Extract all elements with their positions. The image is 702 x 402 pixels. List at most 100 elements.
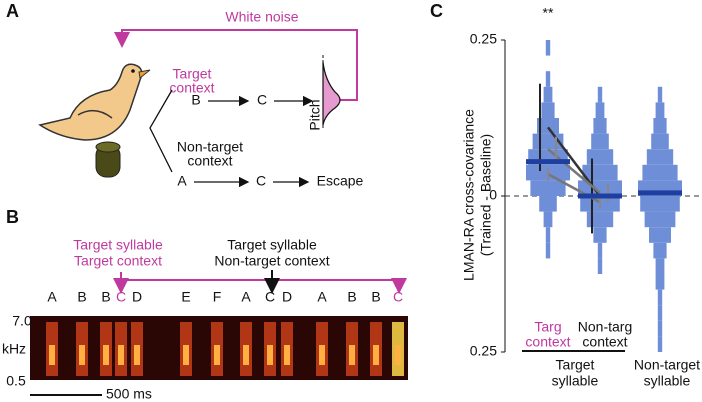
noise-loop: [114, 29, 358, 101]
freq-label: 7.0: [12, 313, 32, 329]
freq-label: 0.5: [6, 373, 26, 389]
category-label: Non-targ: [578, 319, 632, 335]
target-context: context: [169, 80, 214, 96]
nontarget-label: Target syllable: [227, 237, 317, 253]
syllable-harmonic: [284, 345, 290, 365]
syllable-harmonic: [243, 345, 249, 365]
histogram-bar: [593, 227, 607, 243]
syllable: B: [347, 289, 356, 305]
plot: 0.2500.25TargcontextNon-targcontextNon-t…: [470, 31, 700, 389]
y-axis-label: LMAN-RA cross-covariance: [461, 109, 477, 281]
category-label: syllable: [644, 373, 691, 389]
syllable-harmonic: [49, 345, 55, 365]
syllable-harmonic: [373, 345, 379, 365]
syllable: D: [282, 289, 292, 305]
histogram-bar: [597, 258, 603, 274]
syllable: C: [265, 289, 275, 305]
y-tick-label: 0: [489, 187, 497, 203]
syllable-harmonic: [214, 345, 220, 365]
histogram-bar: [657, 289, 663, 306]
syllable-harmonic: [319, 345, 325, 365]
syllable: C: [257, 92, 267, 108]
spectrogram: [30, 316, 408, 380]
syllable: C: [256, 173, 266, 189]
nontarget-label: Non-target context: [214, 253, 329, 269]
histogram-bar: [545, 242, 551, 259]
syllable: B: [371, 289, 380, 305]
scale-label: 500 ms: [106, 386, 152, 402]
syllable: C: [393, 289, 403, 305]
category-label: Non-target: [634, 357, 700, 373]
histogram-bar: [595, 102, 605, 118]
category-label: context: [525, 334, 570, 350]
histogram-bar: [545, 40, 551, 56]
histogram-bar: [586, 149, 614, 165]
histogram-bar: [597, 86, 603, 103]
target-label: Target syllable: [73, 237, 163, 253]
syllable: F: [213, 289, 222, 305]
syllable-harmonic: [395, 345, 401, 365]
group-label: syllable: [552, 373, 599, 389]
white-noise: White noise: [225, 9, 298, 25]
panel-label: C: [430, 1, 443, 21]
y-tick-label: 0.25: [470, 31, 497, 47]
histogram-bar: [657, 320, 663, 337]
panel-label: A: [6, 1, 19, 21]
histogram-bar: [653, 242, 667, 259]
target-context: Target: [173, 66, 212, 82]
histogram-bar: [655, 274, 665, 290]
syllable: B: [101, 289, 110, 305]
syllable: A: [47, 289, 57, 305]
significance: **: [543, 5, 554, 21]
histogram-bar: [655, 102, 665, 118]
histogram-bar: [657, 305, 663, 321]
histogram-bar: [543, 86, 553, 103]
target-label: Target context: [74, 253, 162, 269]
histogram-bar: [655, 258, 665, 274]
escape: Escape: [317, 173, 364, 189]
group-label: Target: [556, 357, 595, 373]
histogram-bar: [644, 211, 676, 228]
syllable: B: [191, 92, 200, 108]
histogram-bar: [651, 133, 669, 150]
histogram-bar: [649, 227, 671, 243]
y-axis-label: (Trained - Baseline): [478, 134, 494, 256]
histogram-bar: [537, 118, 559, 134]
histogram-bar: [646, 149, 674, 165]
syllable-harmonic: [349, 345, 355, 365]
histogram-bar: [642, 164, 678, 181]
histogram-bar: [657, 86, 663, 103]
histogram-bar: [541, 102, 555, 118]
panel-label: B: [6, 207, 19, 227]
histogram-bar: [597, 242, 603, 259]
syllable-harmonic: [134, 345, 140, 365]
syllable-harmonic: [103, 345, 109, 365]
histogram-bar: [657, 336, 663, 352]
syllable-harmonic: [267, 345, 273, 365]
syllable-harmonic: [79, 345, 85, 365]
bird: [38, 63, 151, 178]
syllable-harmonic: [183, 345, 189, 365]
branch: [149, 89, 173, 173]
syllable: C: [116, 289, 126, 305]
syllable: E: [181, 289, 190, 305]
histogram-bar: [530, 180, 566, 196]
histogram-bar: [586, 211, 614, 228]
histogram-bar: [539, 196, 557, 212]
syllable: A: [177, 173, 187, 189]
histogram-bar: [545, 227, 551, 243]
syllable-harmonic: [118, 345, 124, 365]
pitch-distribution: [322, 55, 341, 130]
histogram-bar: [653, 118, 667, 134]
histogram-bar: [591, 133, 609, 150]
syllable: D: [132, 289, 142, 305]
nontarget-context: context: [187, 153, 232, 169]
syllable: A: [317, 289, 327, 305]
histogram-bar: [545, 71, 551, 87]
category-label: Targ: [534, 319, 561, 335]
nontarget-context: Non-target: [177, 139, 243, 155]
y-tick-label: 0.25: [470, 343, 497, 359]
histogram-bar: [543, 211, 553, 228]
histogram-bar: [640, 196, 680, 212]
